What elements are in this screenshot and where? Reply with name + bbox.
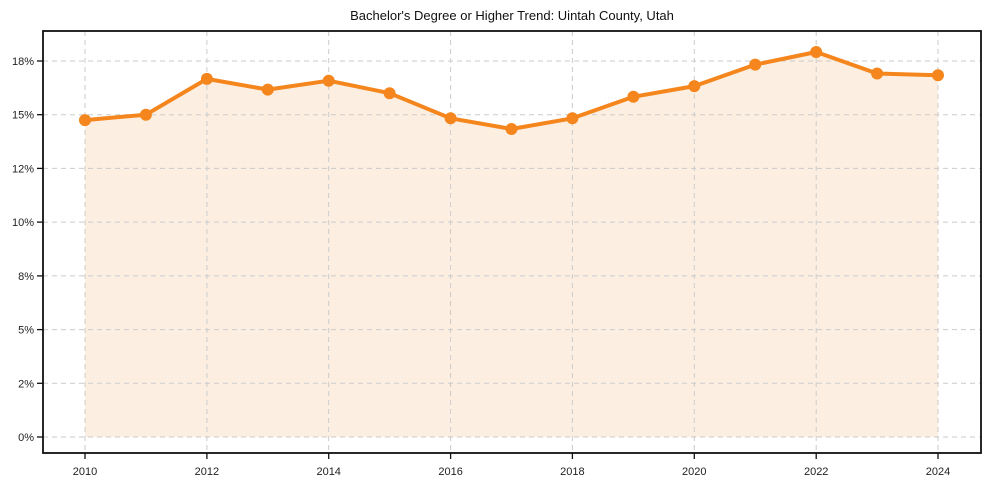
x-tick-label: 2012 — [195, 466, 219, 478]
data-point-marker — [810, 46, 823, 58]
data-point-marker — [749, 58, 762, 71]
data-point-marker — [139, 108, 152, 121]
x-tick-label: 2014 — [316, 466, 340, 478]
y-tick-label: 18% — [12, 56, 34, 68]
data-point-marker — [200, 72, 213, 85]
data-point-marker — [627, 90, 640, 103]
area-fill — [85, 52, 938, 437]
y-tick-label: 2% — [18, 378, 34, 390]
data-point-marker — [566, 112, 579, 125]
x-tick-label: 2018 — [560, 466, 584, 478]
area-layer — [85, 52, 938, 437]
data-point-marker — [688, 80, 701, 93]
x-tick-label: 2022 — [804, 466, 828, 478]
plot-border — [42, 30, 982, 454]
data-point-marker — [932, 69, 944, 82]
y-tick-label: 10% — [12, 217, 34, 229]
y-tick-label: 8% — [18, 271, 34, 283]
data-point-marker — [444, 112, 457, 125]
x-tick-label: 2020 — [682, 466, 706, 478]
y-tick-label: 12% — [12, 163, 34, 175]
data-point-marker — [383, 87, 396, 100]
data-point-marker — [505, 123, 518, 135]
data-point-marker — [871, 67, 884, 80]
axes-layer — [37, 30, 982, 459]
x-tick-label: 2010 — [73, 466, 97, 478]
y-tick-label: 15% — [12, 110, 34, 122]
tick-labels-layer: 18% 15% 12% 10% 8% 5% 2% 0% 2010 2012 2014 2016 2018… — [12, 56, 950, 478]
grid-layer — [43, 31, 981, 453]
x-tick-label: 2024 — [926, 466, 950, 478]
x-tick-label: 2016 — [438, 466, 462, 478]
chart-title: Bachelor's Degree or Higher Trend: Uinta… — [350, 8, 674, 23]
data-point-marker — [261, 83, 274, 96]
series-layer — [79, 46, 944, 135]
data-point-marker — [79, 114, 91, 127]
data-point-marker — [322, 74, 335, 87]
y-tick-label: 0% — [18, 432, 34, 444]
y-tick-label: 5% — [18, 325, 34, 337]
